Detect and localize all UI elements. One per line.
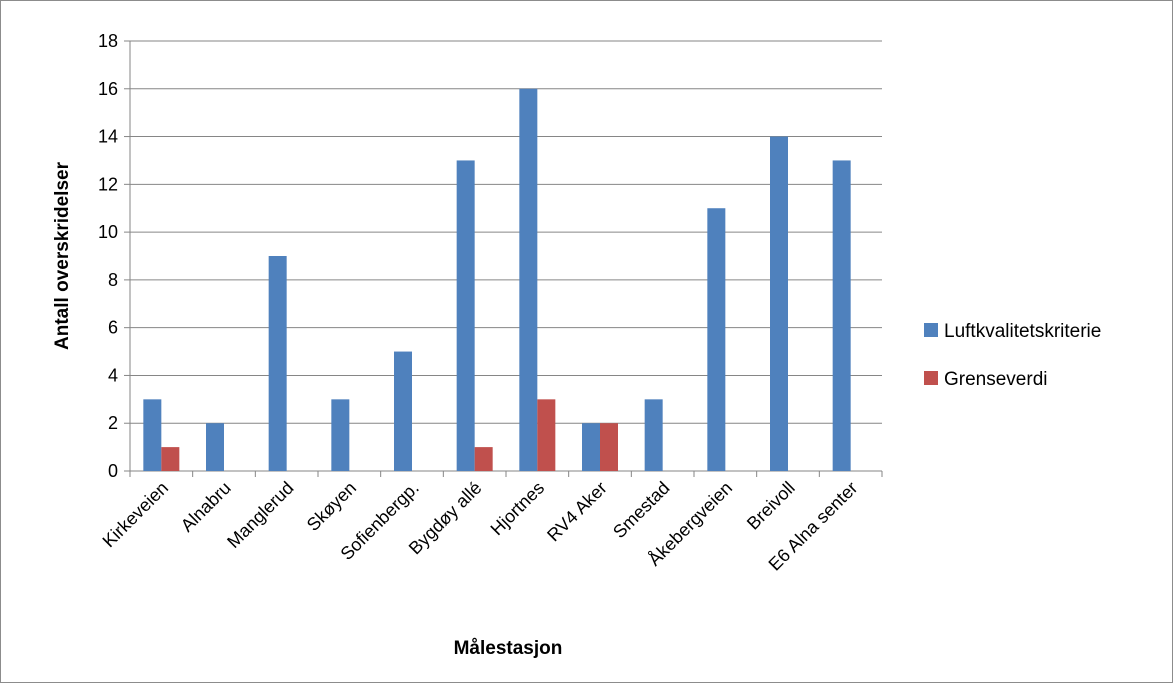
x-tick-label: Skøyen bbox=[303, 478, 360, 535]
x-tick-label: Breivoll bbox=[743, 478, 799, 534]
y-tick-label: 14 bbox=[98, 127, 118, 147]
legend-label: Luftkvalitetskriterie bbox=[944, 321, 1101, 342]
y-tick-label: 0 bbox=[108, 461, 118, 481]
y-tick-label: 16 bbox=[98, 79, 118, 99]
y-tick-label: 12 bbox=[98, 174, 118, 194]
bar-luftkvalitetskriterie bbox=[707, 208, 726, 471]
y-tick-label: 6 bbox=[108, 318, 118, 338]
bar-grenseverdi bbox=[537, 399, 556, 471]
x-tick-label: Manglerud bbox=[223, 478, 297, 552]
gridlines bbox=[130, 40, 882, 424]
bar-luftkvalitetskriterie bbox=[456, 160, 475, 471]
legend-swatch bbox=[924, 371, 938, 385]
bar-luftkvalitetskriterie bbox=[394, 351, 412, 471]
bar-grenseverdi bbox=[600, 423, 618, 471]
legend-label: Grenseverdi bbox=[944, 369, 1048, 390]
axes bbox=[124, 40, 883, 477]
y-tick-label: 8 bbox=[108, 270, 118, 290]
bar-luftkvalitetskriterie bbox=[644, 399, 663, 471]
y-tick-labels: 0 2 4 6 8 10 12 14 16 18 bbox=[98, 31, 118, 481]
bar-grenseverdi bbox=[161, 447, 180, 471]
bar-luftkvalitetskriterie bbox=[770, 136, 788, 472]
x-tick-label: Alnabru bbox=[177, 478, 235, 536]
bar-luftkvalitetskriterie bbox=[268, 256, 287, 471]
bar-luftkvalitetskriterie bbox=[582, 423, 600, 471]
y-tick-label: 18 bbox=[98, 31, 118, 51]
x-tick-label: Hjortnes bbox=[487, 478, 549, 540]
legend: Luftkvalitetskriterie Grenseverdi bbox=[924, 321, 1101, 390]
x-tick-label: Smestad bbox=[609, 478, 673, 542]
bar-grenseverdi bbox=[474, 447, 493, 471]
bar-luftkvalitetskriterie bbox=[519, 88, 538, 472]
legend-swatch bbox=[924, 323, 938, 337]
x-axis-title: Målestasjon bbox=[454, 638, 563, 659]
x-tick-label: RV4 Aker bbox=[543, 478, 611, 546]
y-tick-label: 4 bbox=[108, 365, 118, 385]
y-axis-title: Antall overskridelser bbox=[52, 161, 73, 350]
bar-luftkvalitetskriterie bbox=[143, 399, 162, 471]
x-tick-label: Kirkeveien bbox=[99, 478, 173, 552]
y-tick-label: 2 bbox=[108, 413, 118, 433]
y-tick-label: 10 bbox=[98, 222, 118, 242]
bars bbox=[143, 88, 851, 472]
bar-luftkvalitetskriterie bbox=[206, 423, 224, 471]
bar-luftkvalitetskriterie bbox=[331, 399, 350, 471]
bar-luftkvalitetskriterie bbox=[832, 160, 851, 471]
